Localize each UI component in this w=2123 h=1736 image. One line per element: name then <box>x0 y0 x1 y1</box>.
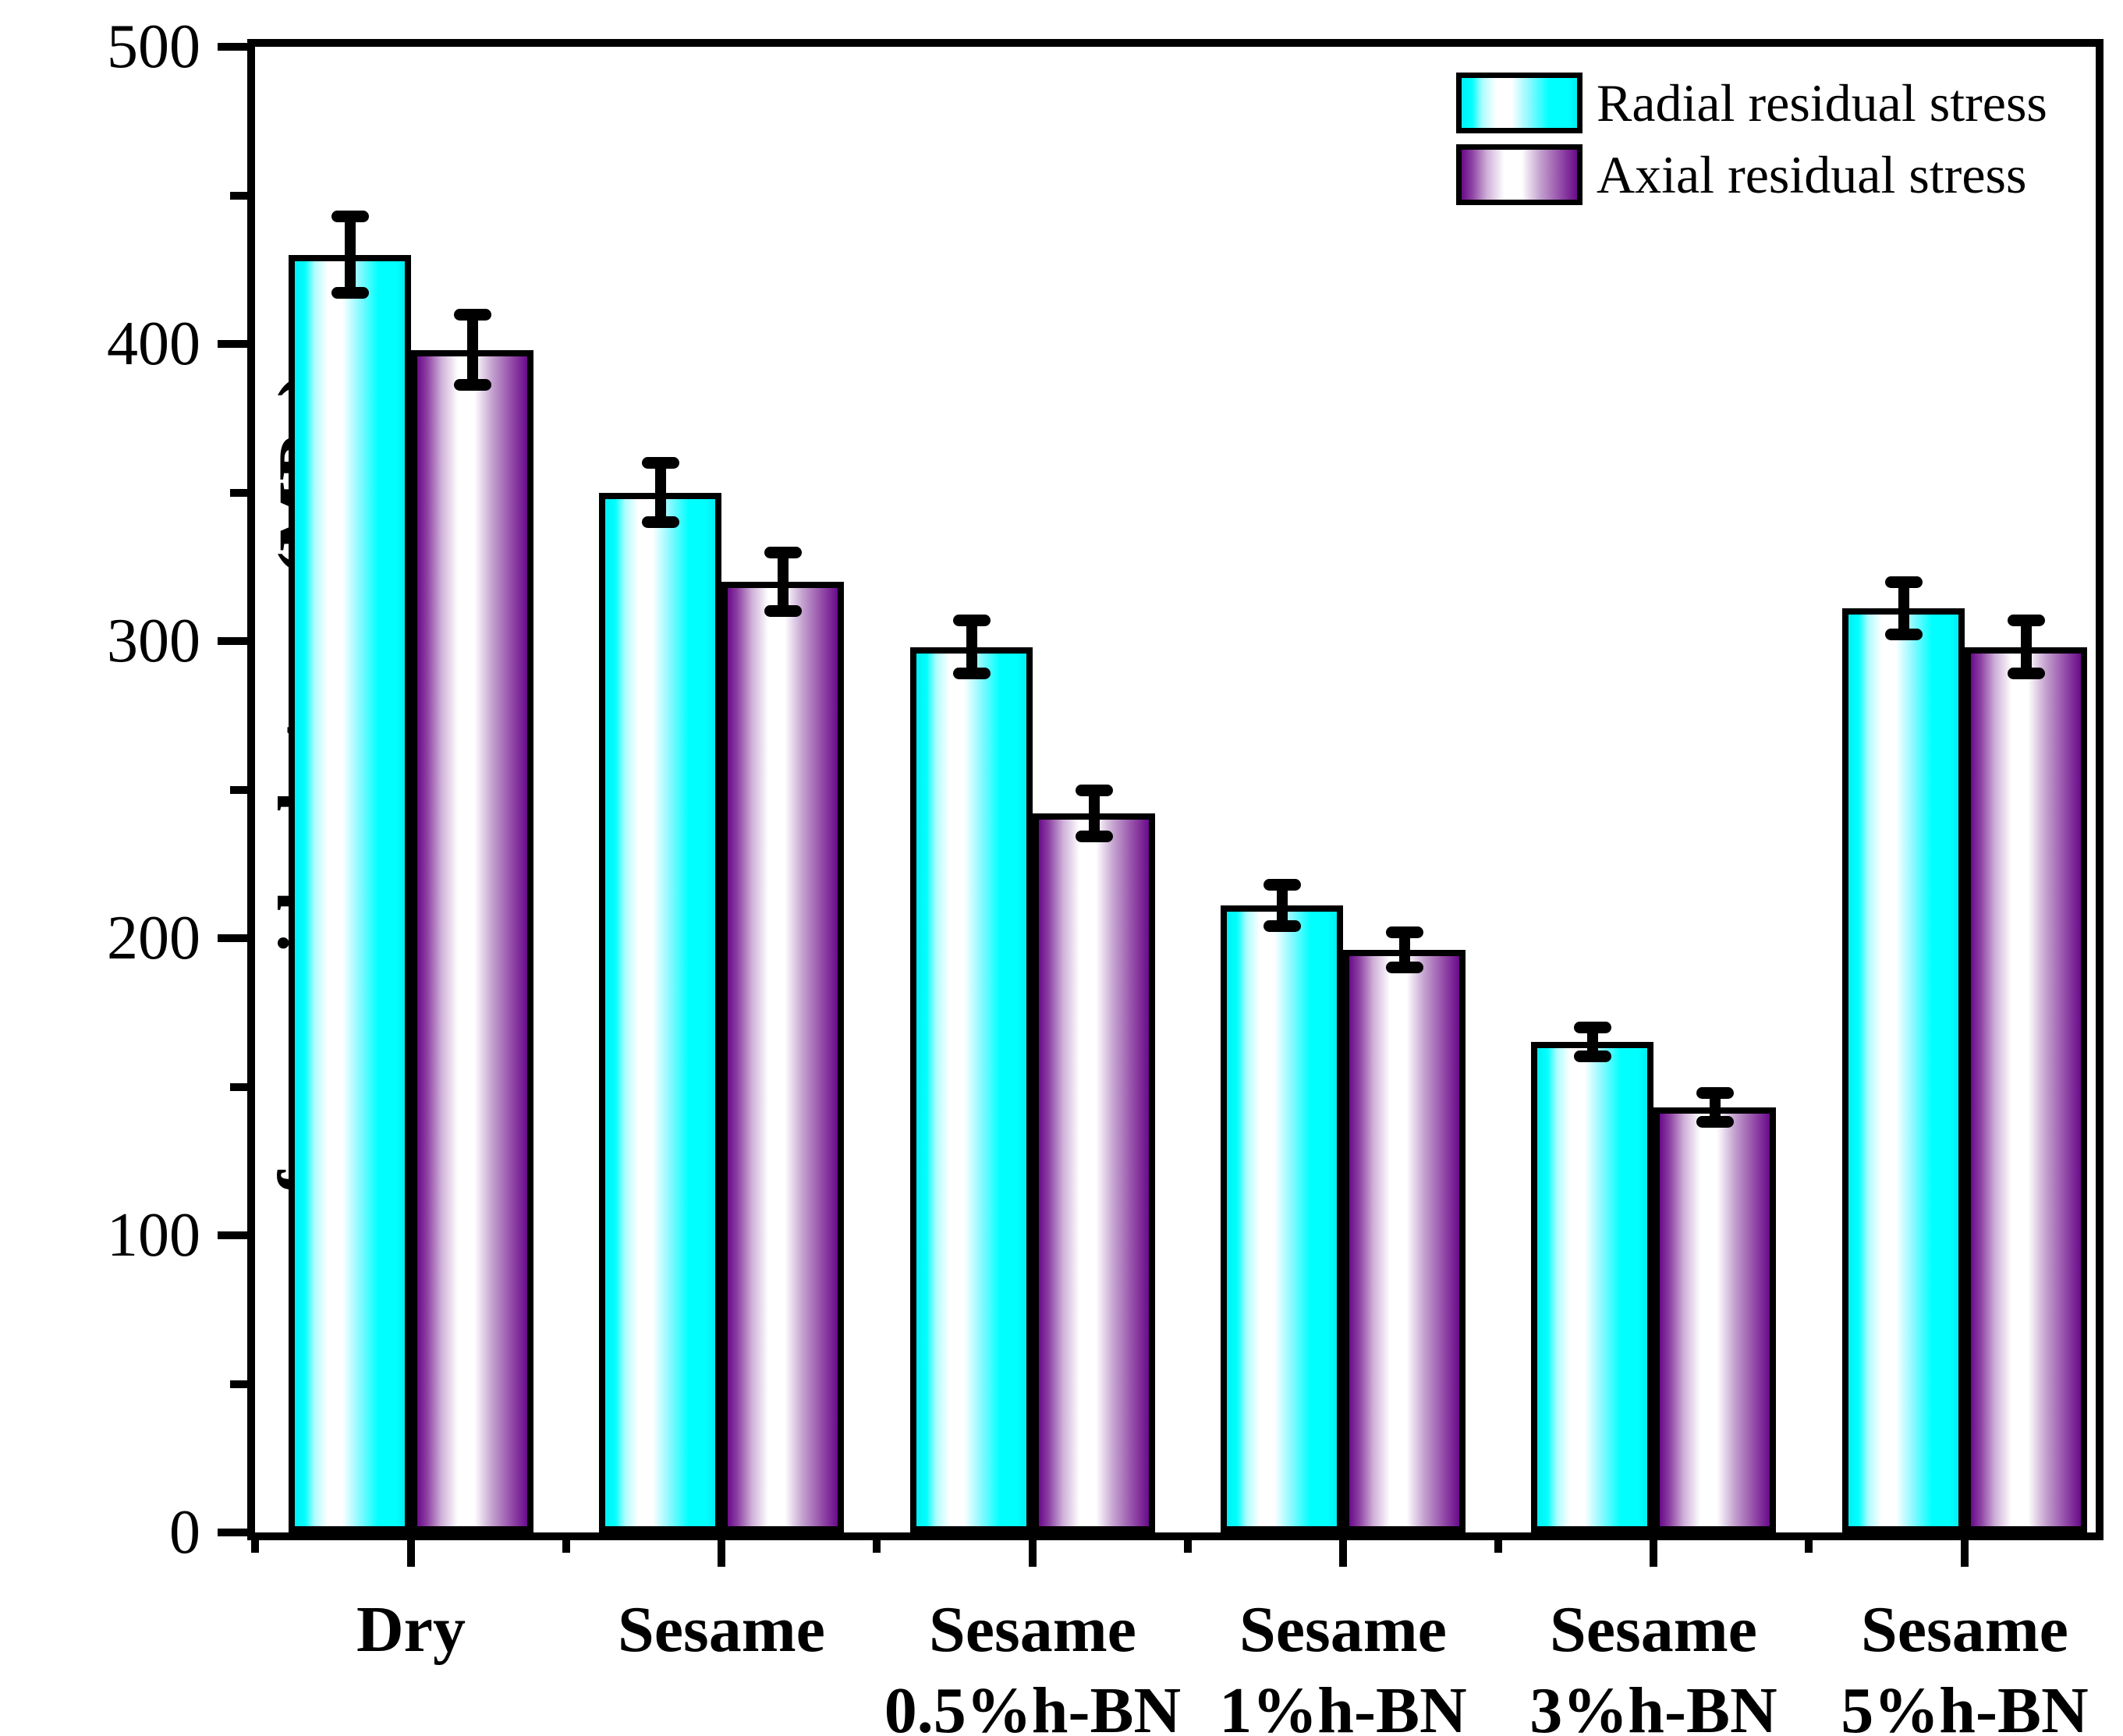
y-axis-major-tick <box>218 637 247 645</box>
y-axis-minor-tick <box>230 785 247 794</box>
error-bar-axial-1 <box>777 551 789 611</box>
plot-area: surface residual stress (MPa) Radial res… <box>107 12 2096 1567</box>
legend-label-radial: Radial residual stress <box>1597 73 2047 133</box>
x-axis-minor-tick <box>873 1540 881 1553</box>
error-bar-radial-4 <box>1586 1027 1598 1058</box>
legend-swatch-axial <box>1456 144 1583 205</box>
error-bar-cap-top-axial-5 <box>2007 615 2045 627</box>
y-axis-major-tick <box>218 340 247 348</box>
error-bar-cap-top-axial-3 <box>1385 926 1423 939</box>
bar-axial-5 <box>1965 647 2087 1532</box>
bar-radial-0 <box>289 254 411 1532</box>
error-bar-axial-3 <box>1398 932 1410 969</box>
bar-axial-1 <box>721 581 844 1532</box>
legend: Radial residual stress Axial residual st… <box>1456 73 2047 205</box>
y-axis-minor-tick <box>230 191 247 200</box>
x-axis-major-tick <box>1961 1540 1969 1567</box>
legend-label-axial: Axial residual stress <box>1597 145 2027 204</box>
y-axis-minor-tick <box>230 1082 247 1091</box>
y-tick-label: 100 <box>107 1201 200 1270</box>
legend-item-radial: Radial residual stress <box>1456 73 2047 133</box>
error-bar-cap-top-radial-2 <box>952 615 991 627</box>
y-tick-label: 0 <box>169 1498 200 1567</box>
category-sublabel-2: 0.5%h-BN <box>884 1674 1182 1736</box>
error-bar-cap-bottom-radial-3 <box>1263 919 1301 932</box>
x-axis-minor-tick <box>1805 1540 1813 1553</box>
bar-radial-1 <box>599 492 721 1532</box>
bar-axial-3 <box>1343 950 1466 1532</box>
error-bar-cap-bottom-axial-2 <box>1075 831 1113 843</box>
error-bar-cap-top-radial-1 <box>641 457 679 469</box>
bar-radial-4 <box>1531 1042 1653 1532</box>
error-bar-cap-top-radial-0 <box>331 211 369 223</box>
bar-axial-4 <box>1653 1107 1776 1532</box>
error-bar-radial-0 <box>344 216 356 294</box>
x-axis-major-tick <box>1339 1540 1347 1567</box>
error-bar-cap-bottom-axial-3 <box>1385 962 1423 974</box>
error-bar-cap-top-radial-4 <box>1573 1022 1611 1034</box>
x-axis-minor-tick <box>1184 1540 1192 1553</box>
error-bar-cap-bottom-axial-5 <box>2007 667 2045 679</box>
x-axis-major-tick <box>407 1540 415 1567</box>
error-bar-cap-top-axial-1 <box>764 546 802 558</box>
x-axis-major-tick <box>1650 1540 1657 1567</box>
error-bar-cap-bottom-radial-5 <box>1884 629 1923 641</box>
error-bar-cap-bottom-axial-4 <box>1696 1116 1734 1128</box>
bar-radial-3 <box>1221 905 1343 1532</box>
category-label-3: Sesame <box>1239 1593 1447 1666</box>
bar-radial-2 <box>910 647 1033 1532</box>
category-sublabel-3: 1%h-BN <box>1219 1674 1467 1736</box>
error-bar-radial-2 <box>966 620 977 674</box>
error-bar-axial-4 <box>1709 1093 1721 1123</box>
category-label-5: Sesame <box>1861 1593 2068 1666</box>
category-label-0: Dry <box>356 1593 466 1666</box>
error-bar-radial-5 <box>1898 581 1909 636</box>
error-bar-cap-bottom-radial-4 <box>1573 1050 1611 1063</box>
y-axis-major-tick <box>218 1529 247 1536</box>
x-axis-major-tick <box>718 1540 725 1567</box>
legend-swatch-radial <box>1456 73 1583 133</box>
error-bar-axial-0 <box>466 314 478 386</box>
y-axis-minor-tick <box>230 1380 247 1388</box>
y-axis-major-tick <box>218 934 247 942</box>
error-bar-cap-bottom-radial-2 <box>952 667 991 679</box>
x-axis-major-tick <box>1029 1540 1037 1567</box>
legend-item-axial: Axial residual stress <box>1456 144 2047 205</box>
error-bar-cap-top-axial-0 <box>453 308 491 321</box>
y-axis-major-tick <box>218 43 247 51</box>
error-bar-cap-top-axial-2 <box>1075 784 1113 796</box>
category-label-1: Sesame <box>618 1593 825 1666</box>
error-bar-cap-bottom-axial-1 <box>764 604 802 617</box>
y-tick-label: 400 <box>107 310 200 378</box>
category-sublabel-5: 5%h-BN <box>1841 1674 2089 1736</box>
category-label-4: Sesame <box>1550 1593 1757 1666</box>
error-bar-cap-top-radial-3 <box>1263 879 1301 891</box>
error-bar-cap-bottom-axial-0 <box>453 379 491 391</box>
error-bar-cap-bottom-radial-0 <box>331 287 369 299</box>
x-axis-minor-tick <box>251 1540 259 1553</box>
category-label-2: Sesame <box>929 1593 1136 1666</box>
x-axis-minor-tick <box>562 1540 570 1553</box>
y-tick-label: 200 <box>107 904 200 973</box>
error-bar-axial-5 <box>2020 620 2032 674</box>
error-bar-axial-2 <box>1088 789 1100 838</box>
bar-axial-2 <box>1033 813 1155 1532</box>
error-bar-cap-top-radial-5 <box>1884 576 1923 588</box>
y-tick-label: 300 <box>107 607 200 675</box>
bar-radial-5 <box>1842 608 1965 1532</box>
x-axis-minor-tick <box>1494 1540 1502 1553</box>
error-bar-cap-top-axial-4 <box>1696 1087 1734 1100</box>
y-axis-major-tick <box>218 1231 247 1239</box>
error-bar-radial-3 <box>1276 884 1288 926</box>
category-sublabel-4: 3%h-BN <box>1529 1674 1777 1736</box>
y-tick-label: 500 <box>107 12 200 81</box>
y-axis-minor-tick <box>230 488 247 497</box>
error-bar-cap-bottom-radial-1 <box>641 515 679 528</box>
bar-axial-0 <box>411 349 533 1532</box>
error-bar-radial-1 <box>654 462 666 523</box>
